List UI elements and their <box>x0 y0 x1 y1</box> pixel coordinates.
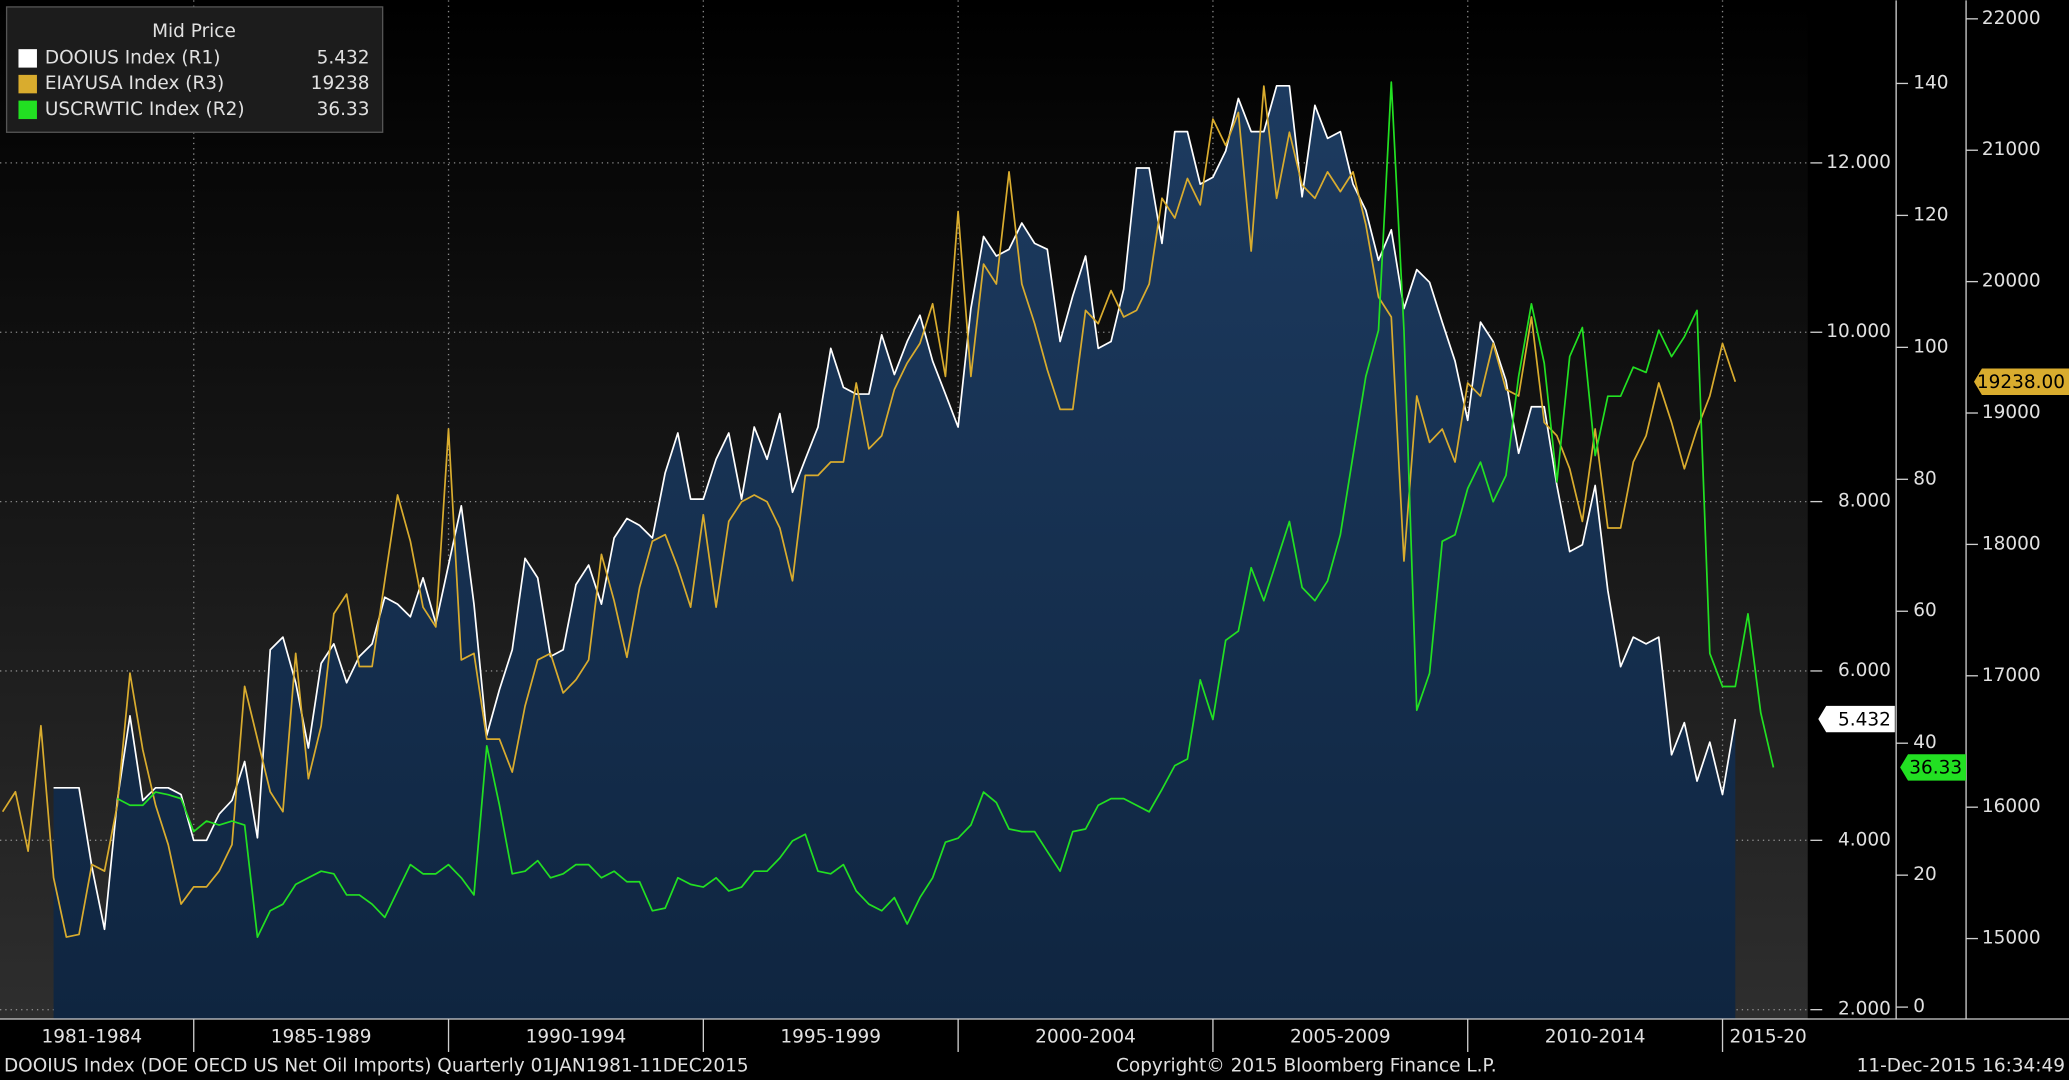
legend-title: Mid Price <box>152 21 236 42</box>
x-tick-label: 2010-2014 <box>1545 1026 1646 1047</box>
y2-tick-label: 140 <box>1913 72 1948 93</box>
y-tick-label: 8.000 <box>1838 491 1891 512</box>
area <box>53 85 1736 1019</box>
y3-tick-label: 21000 <box>1982 139 2041 160</box>
x-tick-label: 1985-1989 <box>271 1026 372 1047</box>
y2-tick-label: 40 <box>1913 732 1937 753</box>
axes: 1981-1984 1985-1989 1990-1994 1995-1999 2000… <box>0 0 2069 1052</box>
legend-label: USCRWTIC Index (R2) <box>45 99 245 120</box>
y2-tick-label: 80 <box>1913 468 1937 489</box>
x-tick-label: 1995-1999 <box>780 1026 881 1047</box>
lines <box>1 81 1775 939</box>
x-tick-label: 1990-1994 <box>526 1026 627 1047</box>
y3-tick-label: 20000 <box>1982 271 2041 292</box>
end-tag-label: 19238.00 <box>1977 372 2065 393</box>
y3-tick-label: 19000 <box>1982 402 2041 423</box>
legend-value: 36.33 <box>317 99 370 120</box>
x-tick-label: 2005-2009 <box>1290 1026 1391 1047</box>
y2-tick-label: 120 <box>1913 204 1948 225</box>
line <box>116 81 1775 939</box>
line <box>53 84 1737 931</box>
areas <box>53 85 1736 1019</box>
y2-tick-label: 60 <box>1913 600 1937 621</box>
end-tag <box>1973 368 2069 395</box>
legend-swatch <box>18 100 37 120</box>
y3-tick-label: 17000 <box>1982 665 2041 686</box>
legend-label: DOOIUS Index (R1) <box>45 47 221 68</box>
legend-value: 19238 <box>311 73 370 94</box>
end-tag <box>1818 705 1895 733</box>
legend-swatch <box>18 49 37 68</box>
legend-label: EIAYUSA Index (R3) <box>45 73 224 94</box>
y3-tick-label: 22000 <box>1982 8 2041 29</box>
x-tick-label: 2000-2004 <box>1035 1026 1136 1047</box>
legend: Mid Price DOOIUS Index (R1) 5.432 EIAYUSA … <box>5 6 384 133</box>
legend-box <box>5 6 384 133</box>
footer-center: Copyright© 2015 Bloomberg Finance L.P. <box>1116 1055 1497 1076</box>
y2-tick-label: 20 <box>1913 864 1937 885</box>
y3-tick-label: 15000 <box>1982 928 2041 949</box>
y2-tick-label: 100 <box>1913 336 1948 357</box>
footer-left: DOOIUS Index (DOE OECD US Net Oil Import… <box>4 1055 749 1076</box>
y-tick-label: 10.000 <box>1826 321 1891 342</box>
y-tick-label: 4.000 <box>1838 829 1891 850</box>
footer-right: 11-Dec-2015 16:34:49 <box>1857 1055 2065 1076</box>
end-tag <box>1900 754 1967 781</box>
y3-tick-label: 16000 <box>1982 796 2041 817</box>
y2-tick-label: 0 <box>1913 996 1925 1017</box>
x-tick-label: 1981-1984 <box>41 1026 142 1047</box>
y3-tick-label: 18000 <box>1982 533 2041 554</box>
y-tick-label: 6.000 <box>1838 660 1891 681</box>
y-tick-label: 12.000 <box>1826 152 1891 173</box>
y-tick-label: 2.000 <box>1838 999 1891 1020</box>
legend-value: 5.432 <box>317 47 370 68</box>
end-tag-label: 5.432 <box>1838 709 1891 730</box>
legend-swatch <box>18 74 37 94</box>
end-tag-label: 36.33 <box>1909 758 1962 779</box>
x-tick-label: 2015-20 <box>1730 1026 1807 1047</box>
line <box>1 85 1737 938</box>
